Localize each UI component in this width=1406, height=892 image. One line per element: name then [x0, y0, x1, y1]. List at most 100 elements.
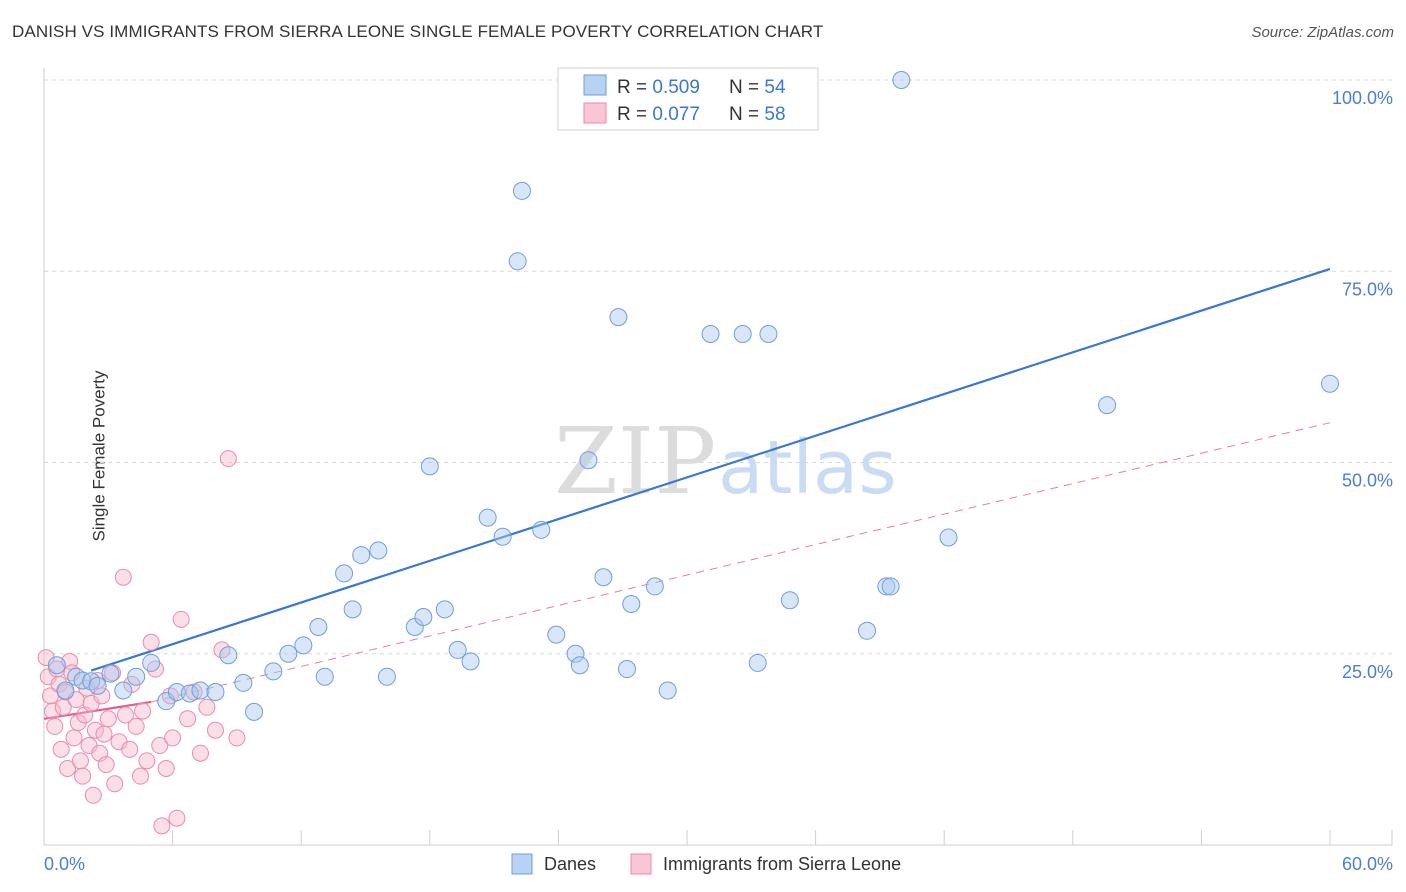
data-point-danes[interactable] [219, 646, 238, 665]
legend-n-value-danes: 54 [764, 77, 786, 98]
data-point-danes[interactable] [352, 546, 371, 565]
svg-text:R = 0.509: R = 0.509 [617, 77, 700, 98]
data-point-danes[interactable] [127, 667, 146, 686]
data-point-danes[interactable] [877, 577, 896, 596]
data-point-danes[interactable] [414, 608, 433, 627]
data-point-sierra-leone[interactable] [138, 752, 156, 770]
data-point-sierra-leone[interactable] [168, 809, 186, 827]
data-point-danes[interactable] [1321, 374, 1339, 393]
data-point-sierra-leone[interactable] [164, 729, 182, 747]
data-point-sierra-leone[interactable] [228, 729, 246, 747]
bottom-swatch-sierra-leone [630, 853, 652, 875]
data-point-danes[interactable] [369, 541, 388, 560]
data-point-danes[interactable] [622, 595, 641, 614]
data-point-danes[interactable] [512, 181, 531, 200]
data-point-danes[interactable] [88, 676, 107, 695]
data-point-danes[interactable] [748, 653, 767, 672]
data-point-sierra-leone[interactable] [142, 633, 160, 651]
data-point-danes[interactable] [547, 625, 566, 644]
data-point-sierra-leone[interactable] [86, 721, 104, 739]
data-point-danes[interactable] [309, 617, 328, 636]
svg-text:R = 0.077: R = 0.077 [617, 104, 700, 125]
data-point-sierra-leone[interactable] [151, 737, 169, 755]
data-point-danes[interactable] [939, 528, 958, 547]
data-point-danes[interactable] [448, 640, 467, 659]
data-point-sierra-leone[interactable] [121, 740, 139, 758]
data-point-danes[interactable] [609, 308, 628, 327]
data-point-sierra-leone[interactable] [97, 756, 115, 774]
y-tick-labels: 100.0% 75.0% 50.0% 25.0% [1332, 88, 1393, 682]
data-point-danes[interactable] [461, 652, 480, 671]
data-point-sierra-leone[interactable] [95, 725, 113, 743]
data-point-danes[interactable] [435, 600, 454, 619]
data-point-sierra-leone[interactable] [191, 744, 209, 762]
data-point-danes[interactable] [658, 681, 677, 700]
data-point-danes[interactable] [508, 252, 527, 271]
data-point-danes[interactable] [245, 702, 264, 721]
data-point-danes[interactable] [532, 520, 551, 539]
data-point-danes[interactable] [645, 577, 664, 596]
data-point-danes[interactable] [56, 681, 75, 700]
data-point-sierra-leone[interactable] [219, 450, 237, 468]
data-point-danes[interactable] [264, 662, 283, 681]
data-point-danes[interactable] [1098, 396, 1117, 415]
data-point-sierra-leone[interactable] [52, 740, 70, 758]
data-point-sierra-leone[interactable] [99, 710, 117, 728]
data-point-sierra-leone[interactable] [198, 698, 216, 716]
data-point-sierra-leone[interactable] [84, 786, 102, 804]
bottom-legend-sierra-leone: Immigrants from Sierra Leone [663, 854, 901, 874]
data-point-sierra-leone[interactable] [65, 729, 83, 747]
data-point-danes[interactable] [101, 664, 120, 683]
data-point-danes[interactable] [294, 636, 313, 655]
data-point-sierra-leone[interactable] [206, 721, 224, 739]
data-point-danes[interactable] [114, 681, 133, 700]
data-point-danes[interactable] [82, 672, 101, 691]
data-point-sierra-leone[interactable] [172, 610, 190, 628]
data-point-sierra-leone[interactable] [179, 710, 197, 728]
data-point-sierra-leone[interactable] [153, 817, 171, 835]
data-point-danes[interactable] [377, 667, 396, 686]
data-point-danes[interactable] [617, 660, 636, 679]
data-point-sierra-leone[interactable] [106, 775, 124, 793]
data-point-danes[interactable] [142, 653, 161, 672]
data-point-sierra-leone[interactable] [134, 702, 152, 720]
data-point-danes[interactable] [343, 600, 362, 619]
data-point-danes[interactable] [191, 681, 210, 700]
data-point-sierra-leone[interactable] [59, 760, 77, 777]
data-point-danes[interactable] [180, 684, 199, 703]
data-point-sierra-leone[interactable] [71, 752, 89, 770]
data-point-danes[interactable] [315, 667, 334, 686]
data-point-danes[interactable] [335, 564, 354, 583]
data-point-danes[interactable] [881, 577, 900, 596]
data-point-danes[interactable] [570, 656, 589, 675]
data-point-sierra-leone[interactable] [74, 767, 92, 785]
data-point-sierra-leone[interactable] [46, 717, 64, 735]
data-point-sierra-leone[interactable] [93, 687, 111, 705]
data-point-danes[interactable] [858, 621, 877, 640]
data-point-danes[interactable] [733, 324, 752, 343]
data-point-sierra-leone[interactable] [157, 760, 175, 777]
chart-title: DANISH VS IMMIGRANTS FROM SIERRA LEONE S… [12, 22, 824, 41]
data-point-danes[interactable] [892, 71, 911, 89]
data-point-sierra-leone[interactable] [114, 568, 132, 586]
data-point-danes[interactable] [701, 324, 720, 343]
data-point-danes[interactable] [780, 591, 799, 610]
data-point-danes[interactable] [759, 324, 778, 343]
data-point-danes[interactable] [206, 683, 225, 701]
data-point-danes[interactable] [493, 527, 512, 546]
data-point-danes[interactable] [566, 644, 585, 663]
data-point-danes[interactable] [594, 568, 613, 587]
data-point-danes[interactable] [579, 451, 598, 470]
data-point-sierra-leone[interactable] [104, 664, 122, 682]
data-point-danes[interactable] [234, 673, 253, 692]
data-point-danes[interactable] [420, 457, 439, 476]
data-point-danes[interactable] [279, 644, 298, 663]
data-point-danes[interactable] [478, 508, 497, 527]
x-ticks [43, 830, 1393, 845]
data-point-sierra-leone[interactable] [127, 717, 145, 735]
data-point-sierra-leone[interactable] [116, 706, 134, 724]
y-tick-label: 75.0% [1342, 279, 1393, 299]
data-point-sierra-leone[interactable] [131, 767, 149, 785]
data-point-danes[interactable] [167, 683, 186, 701]
data-point-danes[interactable] [47, 656, 66, 675]
